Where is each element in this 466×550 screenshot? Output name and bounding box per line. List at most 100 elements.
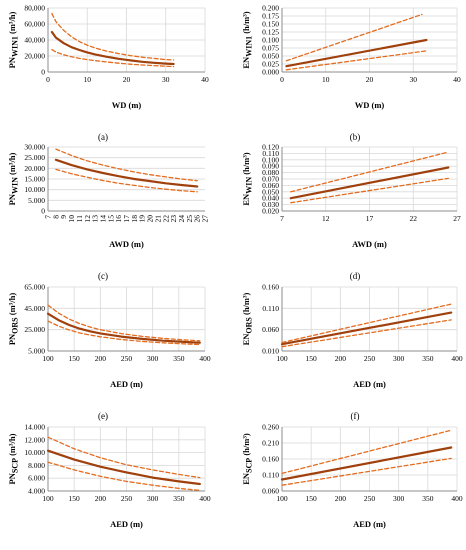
y-tick-label: 65.000 [24, 283, 45, 292]
y-axis-title-main: EN [241, 333, 251, 346]
x-tick-label: 10 [67, 215, 76, 223]
y-tick-label: 0.060 [262, 487, 279, 496]
x-tick-label: 150 [69, 494, 81, 503]
x-tick-label: 400 [199, 494, 211, 503]
y-tick-label: 5.000 [28, 196, 45, 205]
series-line-fit [46, 312, 201, 344]
x-axis-title: AED (m) [353, 519, 386, 529]
y-tick-label: 0.060 [262, 181, 279, 190]
series-line-upper [47, 436, 201, 479]
y-tick-label: 30.000 [24, 143, 45, 152]
y-tick-label: 0.050 [262, 187, 279, 196]
y-axis-title: ENWIN (h/m³) [241, 152, 254, 205]
x-tick-label: 11 [75, 215, 84, 222]
y-axis-title-subscript: WIN1 [245, 36, 254, 57]
x-tick-label: 40 [453, 75, 461, 84]
panel-label: (f) [351, 411, 360, 421]
x-tick-label: 12 [322, 214, 330, 223]
y-tick-label: 10.000 [24, 448, 45, 457]
y-tick-label: 0.040 [262, 194, 279, 203]
y-tick-label: 5.000 [28, 347, 45, 356]
x-axis-title: AWD (m) [352, 239, 387, 249]
x-axis-title: AED (m) [353, 379, 386, 389]
y-axis-title-main: PN [7, 193, 17, 205]
y-axis-title: PNWIN (m³/h) [7, 152, 20, 205]
y-axis-title-main: PN [7, 472, 17, 484]
y-tick-label: 20.000 [24, 164, 45, 173]
series-line-upper [47, 304, 201, 342]
y-tick-label: 0.120 [262, 143, 279, 152]
y-tick-label: 0.210 [262, 439, 279, 448]
panel-label: (a) [98, 132, 108, 142]
series-line-upper [51, 12, 175, 61]
series-line-lower [51, 48, 175, 68]
y-axis-title: PNSCP (m³/h) [7, 433, 20, 484]
x-tick-label: 300 [393, 354, 405, 363]
x-tick-label: 200 [335, 494, 347, 503]
y-axis-title: ENORS (h/m³) [241, 292, 254, 345]
y-axis-title-unit: (m³/h) [7, 433, 17, 458]
x-tick-label: 150 [306, 354, 318, 363]
series-line-upper [281, 303, 452, 344]
chart-panel-a: 0 20,000 40,000 60,000 80,000 0 10 20 30 40 WD (m)… [7, 4, 209, 143]
y-tick-label: 0.175 [262, 12, 279, 21]
x-tick-label: 150 [306, 494, 318, 503]
x-tick-label: 300 [393, 494, 405, 503]
y-tick-label: 20,000 [24, 52, 45, 61]
x-tick-label: 0 [280, 75, 284, 84]
y-tick-label: 0.000 [262, 68, 279, 77]
series-line-fit [285, 38, 428, 68]
x-tick-label: 0 [46, 75, 50, 84]
y-tick-label: 0.160 [262, 283, 279, 292]
y-tick-label: 14.000 [24, 423, 45, 432]
x-tick-label: 13 [91, 215, 100, 223]
x-tick-label: 300 [147, 494, 159, 503]
y-tick-label: 0.100 [262, 36, 279, 45]
x-tick-label: 15 [106, 215, 115, 223]
y-tick-label: 0.090 [262, 162, 279, 171]
x-tick-label: 30 [410, 75, 418, 84]
panel-label: (d) [350, 271, 361, 281]
y-tick-label: 0.010 [262, 347, 279, 356]
y-tick-label: 25.000 [24, 153, 45, 162]
x-tick-label: 7 [280, 214, 284, 223]
series-line-lower [55, 168, 198, 193]
y-tick-label: 4.000 [28, 487, 45, 496]
panel-label: (b) [350, 132, 361, 142]
series-line-upper [290, 151, 449, 193]
x-axis-title: WD (m) [112, 100, 142, 110]
x-tick-label: 9 [59, 215, 68, 219]
x-tick-label: 350 [422, 354, 434, 363]
y-axis-title-unit: (h/m³) [241, 433, 251, 458]
y-tick-label: 0.110 [262, 149, 279, 158]
series-line-lower [281, 457, 452, 486]
x-tick-label: 300 [147, 354, 159, 363]
x-tick-label: 17 [366, 214, 374, 223]
y-axis-title-subscript: SCP [11, 458, 20, 473]
y-axis-title-subscript: WIN1 [11, 36, 20, 57]
series-line-lower [290, 177, 449, 204]
x-tick-label: 21 [153, 215, 162, 223]
x-tick-label: 400 [199, 354, 211, 363]
y-tick-label: 0.050 [262, 52, 279, 61]
x-tick-label: 12 [83, 215, 92, 223]
y-tick-label: 8.000 [28, 461, 45, 470]
y-tick-label: 0.080 [262, 168, 279, 177]
series-line-lower [285, 50, 428, 71]
x-tick-label: 350 [422, 494, 434, 503]
series-line-fit [280, 446, 453, 481]
x-tick-label: 200 [335, 354, 347, 363]
y-tick-label: 0.260 [262, 423, 279, 432]
y-axis-title: PNORS (m³/h) [7, 293, 20, 345]
x-tick-label: 350 [173, 354, 185, 363]
y-tick-label: 0.025 [262, 60, 279, 69]
panel-label: (e) [98, 411, 108, 421]
y-tick-label: 80,000 [24, 4, 45, 13]
series-line-fit [289, 166, 450, 200]
y-tick-label: 12.000 [24, 435, 45, 444]
series-line-fit [50, 30, 175, 66]
x-tick-label: 16 [114, 215, 123, 223]
y-tick-label: 0.030 [262, 200, 279, 209]
chart-panel-f: 0.010 0.060 0.110 0.160 100 150 200 250 300 350 40… [241, 283, 463, 422]
x-tick-label: 250 [121, 354, 133, 363]
